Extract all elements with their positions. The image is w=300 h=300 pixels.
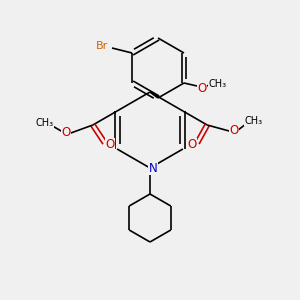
Text: CH₃: CH₃ xyxy=(244,116,262,126)
Text: O: O xyxy=(61,127,70,140)
Text: CH₃: CH₃ xyxy=(209,79,227,89)
Text: O: O xyxy=(188,139,197,152)
Text: O: O xyxy=(230,124,239,137)
Text: O: O xyxy=(197,82,207,94)
Text: Br: Br xyxy=(96,41,108,51)
Text: O: O xyxy=(105,139,115,152)
Text: N: N xyxy=(148,161,158,175)
Text: CH₃: CH₃ xyxy=(36,118,54,128)
